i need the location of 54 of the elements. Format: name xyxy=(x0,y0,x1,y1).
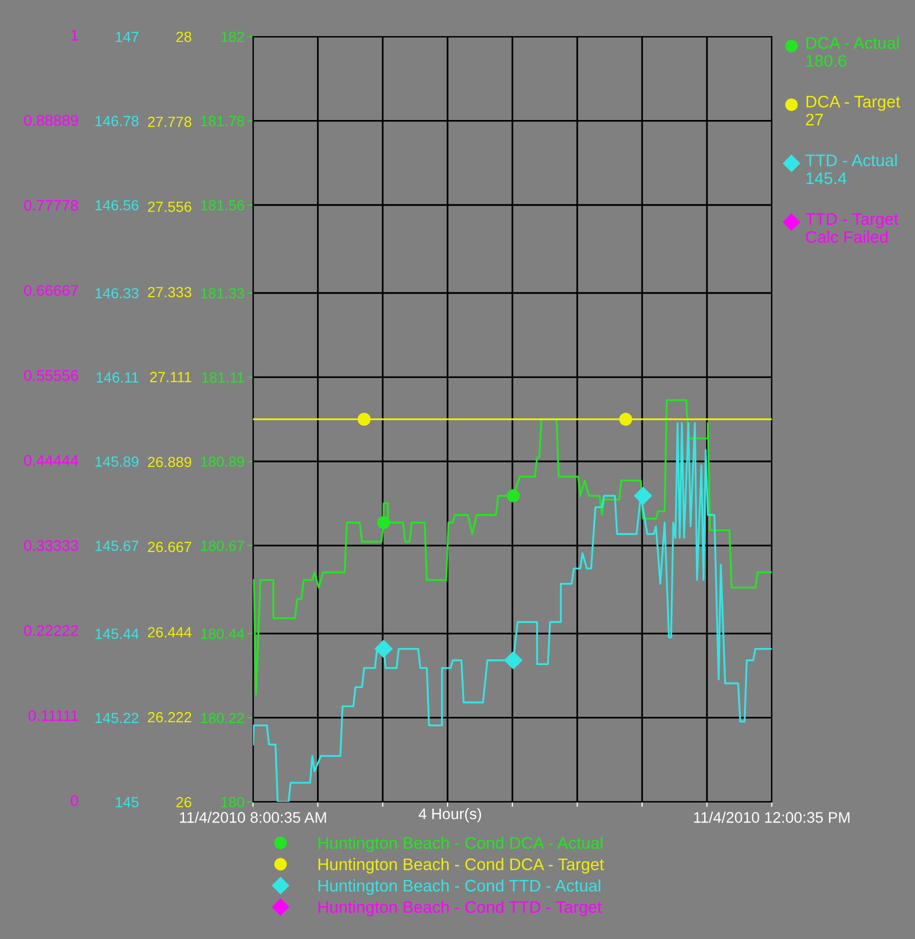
text: TTD - Target Calc Failed xyxy=(806,213,898,243)
y-tick-label: 181.56 xyxy=(201,200,244,210)
y2-tick-label: 27.778 xyxy=(148,116,192,127)
y3-tick-label: 146.78 xyxy=(96,116,138,126)
y2-tick-label: 26.889 xyxy=(148,456,192,468)
y3-tick-label: 146.56 xyxy=(96,200,138,210)
y3-tick-label: 147 xyxy=(116,32,138,42)
text: 0.77778 xyxy=(24,200,78,211)
y-tick-label: 180.67 xyxy=(201,540,244,551)
y2-tick-label: 26 xyxy=(176,797,192,808)
y2-tick-label: 27.333 xyxy=(148,286,192,298)
y3-tick-label: 145.44 xyxy=(96,628,139,639)
x-tick-label: 11/4/2010 8:00:35 AM xyxy=(180,812,326,823)
text: TTD - Actual 145.4 xyxy=(806,154,897,184)
y3-tick-label: 145 xyxy=(116,797,138,808)
y2-tick-label: 28 xyxy=(176,32,192,42)
legend-label: Huntington Beach - Cond DCA - Actual xyxy=(318,836,602,852)
text: 0.22222 xyxy=(24,625,78,636)
legend-label: Huntington Beach - Cond TTD - Actual xyxy=(318,879,600,895)
y2-tick-label: 27.556 xyxy=(148,202,192,212)
text: 1 xyxy=(71,30,78,41)
y3-tick-label: 145.67 xyxy=(96,540,138,551)
y-tick-label: 181.78 xyxy=(201,116,244,126)
y-tick-label: 181.11 xyxy=(202,372,244,383)
text: DCA - Target 27 xyxy=(806,96,900,126)
y3-tick-label: 146.11 xyxy=(96,372,138,383)
legend-label: Huntington Beach - Cond DCA - Target xyxy=(318,858,604,874)
y-tick-label: 182 xyxy=(221,32,244,42)
text: 0.33333 xyxy=(24,540,78,551)
y-tick-label: 180.89 xyxy=(201,456,244,467)
point xyxy=(634,486,652,505)
y2-tick-label: 26.444 xyxy=(148,627,192,638)
text: DCA - Actual 180.6 xyxy=(806,36,899,67)
y2-tick-label: 26.222 xyxy=(148,712,192,722)
x-axis-title: 4 Hour(s) xyxy=(418,808,482,822)
y-tick-label: 180.44 xyxy=(201,628,244,639)
text: 0.11111 xyxy=(28,710,78,721)
y3-tick-label: 146.33 xyxy=(96,288,138,298)
y3-tick-label: 145.22 xyxy=(96,712,138,724)
text: 0.66667 xyxy=(24,285,78,296)
y-tick-label: 181.33 xyxy=(201,288,244,298)
legend-label: Huntington Beach - Cond TTD - Target xyxy=(318,900,602,916)
text: 0.88889 xyxy=(24,114,78,126)
y2-tick-label: 27.111 xyxy=(150,372,192,382)
text: 0.44444 xyxy=(24,455,78,466)
point xyxy=(374,640,393,658)
y3-tick-label: 145.89 xyxy=(96,456,138,467)
x-tick-label: 11/4/2010 12:00:35 PM xyxy=(694,812,850,823)
point xyxy=(504,651,522,670)
y2-tick-label: 26.667 xyxy=(148,542,192,552)
y-tick-label: 180 xyxy=(221,797,244,808)
y-tick-label: 180.22 xyxy=(201,712,244,724)
text: 0 xyxy=(70,795,78,806)
text: 0.55556 xyxy=(24,370,78,381)
